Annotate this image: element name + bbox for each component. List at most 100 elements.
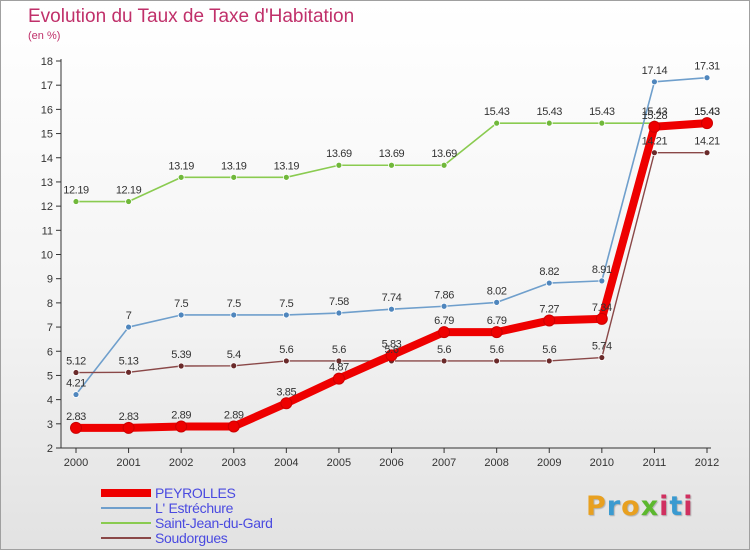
y-tick-label: 16 xyxy=(41,104,53,116)
data-label: 12.19 xyxy=(63,185,89,197)
data-point xyxy=(230,173,238,181)
legend-label: Saint-Jean-du-Gard xyxy=(155,514,273,531)
data-point xyxy=(282,311,290,319)
data-label: 7.27 xyxy=(539,304,559,316)
data-point xyxy=(280,397,293,410)
data-label: 5.4 xyxy=(227,349,241,361)
data-label: 2.89 xyxy=(171,409,191,421)
x-tick-label: 2007 xyxy=(432,457,456,469)
data-label: 13.19 xyxy=(221,160,247,172)
data-point xyxy=(177,173,185,181)
data-label: 5.6 xyxy=(279,344,293,356)
data-label: 14.21 xyxy=(642,136,668,148)
brand-letter: P xyxy=(586,491,607,522)
data-label: 13.19 xyxy=(168,160,194,172)
data-point xyxy=(440,357,448,365)
x-tick-label: 2011 xyxy=(643,457,667,469)
x-tick-label: 2008 xyxy=(484,457,508,469)
chart-title: Evolution du Taux de Taxe d'Habitation xyxy=(28,6,355,27)
data-point xyxy=(72,198,80,205)
x-tick-label: 2012 xyxy=(695,457,719,469)
data-label: 4.87 xyxy=(329,362,349,374)
data-label: 13.69 xyxy=(379,148,405,160)
data-label: 17.14 xyxy=(642,65,668,77)
y-tick-label: 15 xyxy=(41,129,53,141)
data-point xyxy=(122,421,135,434)
x-tick-label: 2000 xyxy=(64,457,88,469)
data-label: 12.19 xyxy=(116,185,142,197)
data-point xyxy=(72,391,80,398)
data-label: 4.21 xyxy=(66,378,86,390)
data-point xyxy=(230,362,238,370)
data-label: 5.12 xyxy=(66,356,86,368)
data-label: 5.13 xyxy=(119,355,139,367)
legend-swatch-estrechure xyxy=(101,506,151,509)
data-point xyxy=(598,277,606,285)
data-label: 8.02 xyxy=(487,285,507,297)
y-tick-label: 8 xyxy=(47,298,53,310)
y-tick-label: 4 xyxy=(47,395,53,407)
x-tick-label: 2009 xyxy=(537,457,561,469)
data-point xyxy=(490,326,503,339)
data-point xyxy=(493,119,501,127)
data-label: 7.86 xyxy=(434,289,454,301)
data-label: 5.6 xyxy=(332,344,346,356)
y-tick-label: 17 xyxy=(41,80,53,92)
y-tick-label: 2 xyxy=(47,443,53,455)
data-point xyxy=(651,149,658,157)
legend-label: L' Estréchure xyxy=(155,499,234,516)
data-label: 8.91 xyxy=(592,264,612,276)
data-point xyxy=(177,311,185,319)
data-label: 5.6 xyxy=(437,344,451,356)
data-point xyxy=(598,354,606,361)
data-point xyxy=(385,349,398,362)
data-point xyxy=(177,362,185,370)
data-label: 15.43 xyxy=(694,106,720,118)
data-point xyxy=(595,312,608,325)
legend-swatch-saint-jean xyxy=(101,521,151,524)
data-label: 7 xyxy=(126,310,132,322)
y-tick-label: 12 xyxy=(41,201,53,213)
brand-letter: i xyxy=(659,491,670,522)
data-point xyxy=(703,149,711,157)
y-tick-label: 3 xyxy=(47,419,53,431)
data-label: 13.69 xyxy=(326,148,352,160)
data-label: 2.89 xyxy=(224,409,244,421)
data-label: 5.83 xyxy=(382,338,402,350)
legend-swatch-soudorgues xyxy=(101,536,151,539)
data-point xyxy=(438,326,451,339)
data-point xyxy=(125,323,132,331)
data-point xyxy=(493,298,501,306)
data-label: 5.6 xyxy=(490,344,504,356)
data-label: 5.39 xyxy=(171,349,191,361)
x-tick-label: 2002 xyxy=(169,457,193,469)
data-point xyxy=(175,420,188,433)
legend-label: Soudorgues xyxy=(155,529,228,546)
y-tick-label: 13 xyxy=(41,177,53,189)
data-label: 6.79 xyxy=(434,315,454,327)
data-point xyxy=(545,119,553,127)
data-point xyxy=(701,117,713,130)
data-label: 14.21 xyxy=(694,136,720,148)
data-label: 8.82 xyxy=(539,266,559,278)
chart-legend: PEYROLLES L' Estréchure Saint-Jean-du-Ga… xyxy=(101,485,273,546)
x-tick-label: 2003 xyxy=(222,457,246,469)
data-point xyxy=(125,198,132,205)
data-label: 13.69 xyxy=(431,148,457,160)
data-point xyxy=(493,357,501,365)
y-tick-label: 11 xyxy=(42,225,53,237)
y-tick-label: 18 xyxy=(41,56,53,68)
y-tick-label: 14 xyxy=(41,153,53,165)
chart-unit-label: (en %) xyxy=(28,30,61,42)
data-label: 15.43 xyxy=(536,106,562,118)
data-label: 7.34 xyxy=(592,302,612,314)
data-point xyxy=(335,309,343,317)
y-tick-label: 6 xyxy=(47,346,53,358)
data-label: 5.6 xyxy=(542,344,556,356)
data-label: 15.43 xyxy=(694,106,720,118)
y-tick-label: 7 xyxy=(47,322,53,334)
data-point xyxy=(125,368,132,376)
data-point xyxy=(440,302,448,310)
